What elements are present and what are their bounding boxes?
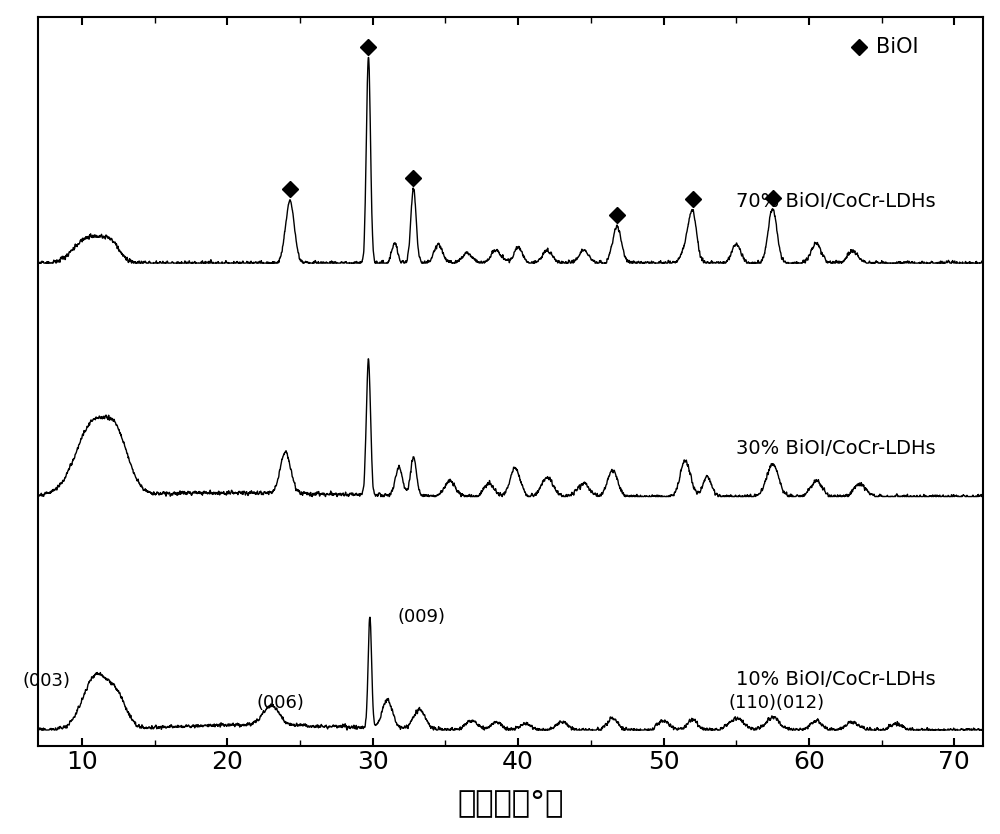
Text: BiOI: BiOI	[876, 38, 918, 58]
Text: 30% BiOI/CoCr-LDHs: 30% BiOI/CoCr-LDHs	[736, 439, 936, 458]
Text: 10% BiOI/CoCr-LDHs: 10% BiOI/CoCr-LDHs	[736, 670, 936, 689]
Text: (006): (006)	[256, 694, 304, 712]
Text: (110)(012): (110)(012)	[729, 694, 825, 712]
Text: (003): (003)	[22, 671, 70, 690]
X-axis label: 衍射角（°）: 衍射角（°）	[458, 788, 564, 817]
Text: 70% BiOI/CoCr-LDHs: 70% BiOI/CoCr-LDHs	[736, 192, 936, 211]
Text: (009): (009)	[397, 608, 445, 626]
